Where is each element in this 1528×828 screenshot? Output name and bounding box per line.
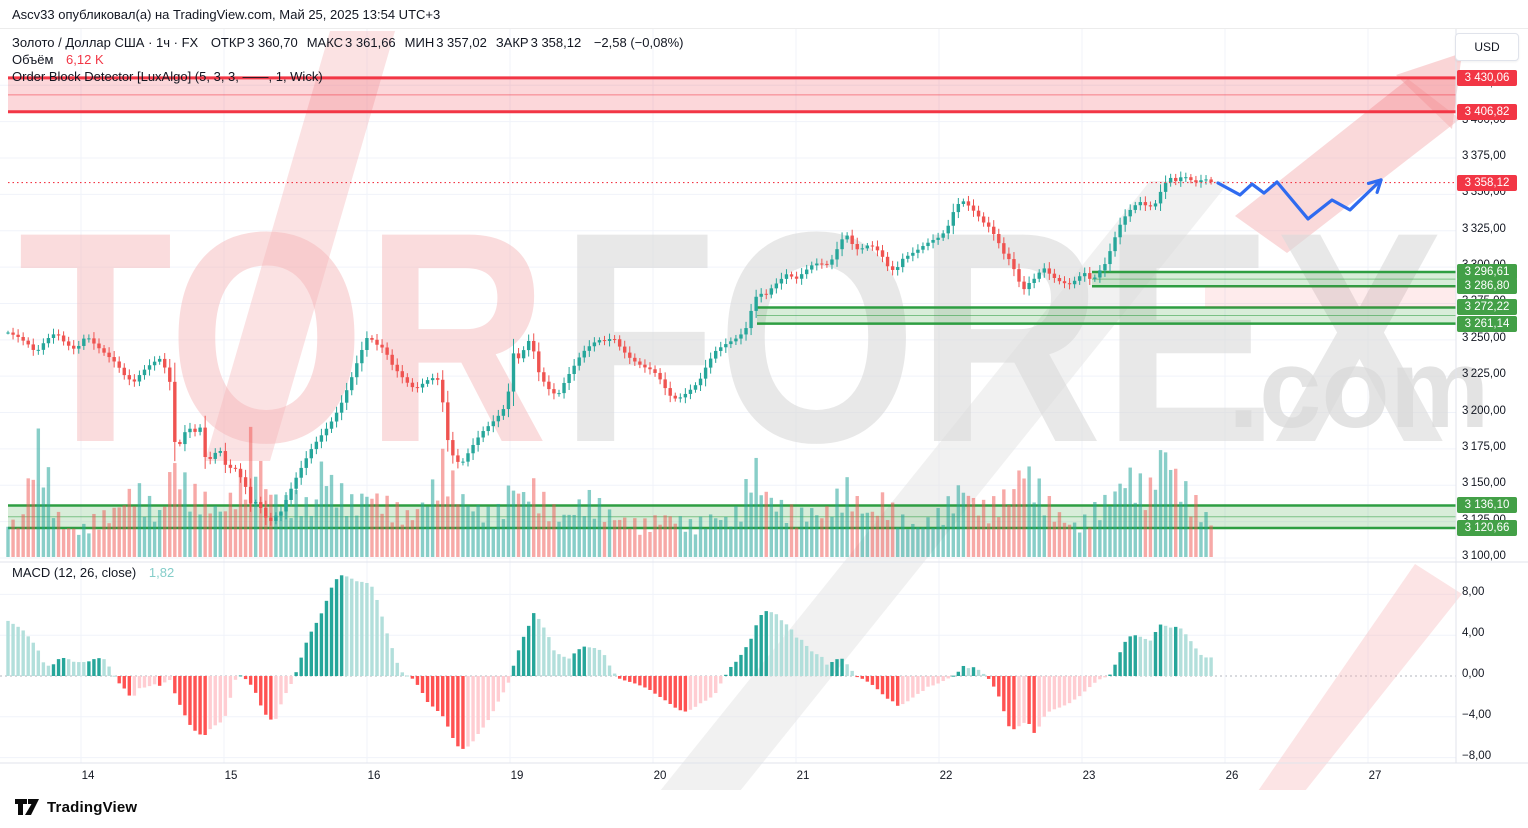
ohlc-pair: МИН 3 357,02: [404, 35, 487, 50]
price-level-label: 3 358,12: [1457, 174, 1517, 191]
macd-indicator-title: MACD (12, 26, close): [12, 565, 137, 580]
price-tick: 3 200,00: [1462, 404, 1506, 417]
ohlc-pair: ЗАКР 3 358,12: [495, 35, 582, 50]
price-level-label: 3 272,22: [1457, 299, 1517, 316]
tradingview-logo-icon: [15, 799, 39, 815]
tradingview-logo[interactable]: TradingView: [14, 796, 137, 818]
footer: TradingView: [0, 790, 1528, 828]
time-tick: 15: [224, 770, 238, 782]
time-tick: 22: [939, 770, 953, 782]
time-tick: 16: [367, 770, 381, 782]
volume-value: 6,12 K: [66, 52, 104, 67]
price-chart-svg[interactable]: TOR FOREX.com: [0, 29, 1528, 791]
time-tick: 20: [653, 770, 667, 782]
zone-order-block-bullish: [1092, 270, 1456, 288]
time-tick: 26: [1225, 770, 1239, 782]
price-level-label: 3 120,66: [1457, 519, 1517, 536]
projection-arrowhead: [1366, 178, 1383, 186]
volume-label: Объём: [12, 52, 54, 67]
macd-tick: 4,00: [1462, 627, 1485, 640]
ohlc-pair: МАКС 3 361,66: [306, 35, 396, 50]
price-level-label: 3 261,14: [1457, 315, 1517, 332]
price-level-label: 3 136,10: [1457, 497, 1517, 514]
time-tick: 27: [1368, 770, 1382, 782]
time-tick: 19: [510, 770, 524, 782]
change-value: −2,58 (−0,08%): [593, 35, 684, 50]
svg-text:TOR: TOR: [18, 169, 548, 505]
symbol-title: Золото / Доллар США · 1ч · FX: [12, 35, 199, 50]
macd-tick: −4,00: [1462, 708, 1492, 721]
svg-text:FOREX: FOREX: [560, 169, 1446, 505]
time-tick: 14: [81, 770, 95, 782]
candles: [6, 171, 1213, 526]
zone-order-block-bullish: [757, 306, 1456, 325]
macd-tick: 0,00: [1462, 668, 1485, 680]
price-tick: 3 225,00: [1462, 368, 1506, 381]
torforex-watermark: TOR FOREX.com: [18, 31, 1489, 791]
price-tick: 3 325,00: [1462, 222, 1506, 235]
currency-button[interactable]: USD: [1455, 33, 1519, 61]
orderblock-legend-row[interactable]: Order Block Detector [LuxAlgo] (5, 3, 3,…: [12, 69, 323, 84]
macd-value: 1,82: [148, 565, 175, 580]
orderblock-indicator-title: Order Block Detector [LuxAlgo] (5, 3, 3,…: [12, 69, 323, 84]
price-tick: 3 150,00: [1462, 477, 1506, 490]
attribution-text: Ascv33 опубликовал(а) на TradingView.com…: [12, 7, 441, 22]
price-level-label: 3 286,80: [1457, 278, 1517, 295]
zone-order-block-bearish: [8, 76, 1456, 114]
price-tick: 3 375,00: [1462, 150, 1506, 162]
price-level-label: 3 296,61: [1457, 264, 1517, 281]
volume-legend-row[interactable]: Объём 6,12 K: [12, 52, 104, 67]
ohlc-pair: ОТКР 3 360,70: [210, 35, 298, 50]
chart-area[interactable]: TOR FOREX .com Золото / Доллар США · 1ч · …: [0, 28, 1528, 791]
price-level-label: 3 430,06: [1457, 69, 1517, 86]
symbol-legend-row[interactable]: Золото / Доллар США · 1ч · FX ОТКР 3 360,…: [12, 35, 683, 50]
price-tick: 3 100,00: [1462, 549, 1506, 562]
zone-order-block-faint: [1205, 286, 1456, 308]
ohlc-values: ОТКР 3 360,70 МАКС 3 361,66 МИН 3 357,02 ЗАКР 3…: [202, 35, 581, 50]
macd-histogram: [6, 575, 1213, 749]
projection-arrowhead: [1375, 178, 1383, 194]
macd-tick: 8,00: [1462, 586, 1485, 599]
svg-text:.com: .com: [1228, 326, 1489, 451]
price-tick: 3 250,00: [1462, 331, 1506, 344]
tradingview-brand-text: TradingView: [47, 798, 138, 816]
price-tick: 3 175,00: [1462, 440, 1506, 453]
attribution-bar: Ascv33 опубликовал(а) на TradingView.com…: [0, 0, 1528, 28]
macd-tick: −8,00: [1462, 749, 1492, 762]
price-level-label: 3 406,82: [1457, 103, 1517, 120]
projection-arrow: [1216, 178, 1383, 221]
macd-legend-row[interactable]: MACD (12, 26, close) 1,82: [12, 565, 174, 580]
time-tick: 23: [1082, 770, 1096, 782]
time-tick: 21: [796, 770, 810, 782]
